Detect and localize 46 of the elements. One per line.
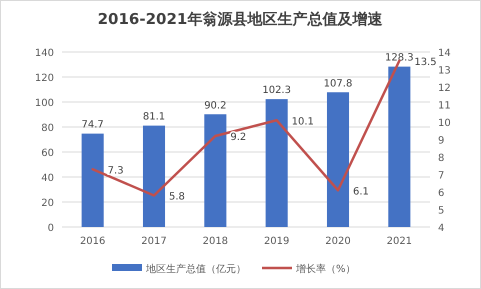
y-tick-label: 60 xyxy=(41,148,54,159)
y-tick-label: 20 xyxy=(41,198,54,209)
data-label: 81.1 xyxy=(142,112,166,123)
data-label: 5.8 xyxy=(169,192,185,202)
data-label: 102.3 xyxy=(262,85,291,96)
bar xyxy=(326,92,350,227)
data-label: 107.8 xyxy=(324,78,352,90)
x-tick-label: 2016 xyxy=(80,236,106,247)
y2-tick-label: 6 xyxy=(438,188,444,199)
y2-tick-label: 11 xyxy=(438,100,451,112)
y-tick-label: 140 xyxy=(34,48,54,59)
y2-tick-label: 10 xyxy=(438,118,451,129)
chart-title: 2016-2021年翁源县地区生产总值及增速 xyxy=(98,10,384,28)
x-tick-label: 2017 xyxy=(141,236,167,247)
data-label: 74.7 xyxy=(82,120,104,131)
y-tick-label: 0 xyxy=(48,223,54,234)
data-label: 10.1 xyxy=(292,116,314,128)
bar xyxy=(142,126,166,227)
legend-label: 增长率（%） xyxy=(295,263,356,275)
x-tick-label: 2020 xyxy=(325,236,351,247)
y2-tick-label: 14 xyxy=(438,48,451,59)
y2-tick-label: 12 xyxy=(438,83,451,94)
data-label: 7.3 xyxy=(108,165,124,176)
y2-tick-label: 8 xyxy=(438,153,444,164)
x-tick-label: 2018 xyxy=(202,236,228,247)
y2-tick-label: 13 xyxy=(438,66,451,76)
bar xyxy=(82,134,104,227)
bar xyxy=(266,99,288,227)
y2-tick-label: 4 xyxy=(438,223,444,234)
x-tick-label: 2021 xyxy=(386,236,412,247)
y-tick-label: 120 xyxy=(34,73,54,84)
y2-tick-label: 9 xyxy=(438,136,444,146)
data-label: 90.2 xyxy=(204,100,226,112)
y-tick-label: 80 xyxy=(41,123,54,134)
y-tick-label: 100 xyxy=(34,98,54,109)
data-label: 6.1 xyxy=(353,186,369,198)
data-label: 9.2 xyxy=(230,132,246,143)
y2-tick-label: 5 xyxy=(438,206,444,216)
data-label: 128.3 xyxy=(385,52,414,64)
legend-label: 地区生产总值（亿元） xyxy=(145,263,246,275)
bar xyxy=(204,114,226,227)
y2-tick-label: 7 xyxy=(438,170,444,182)
data-label: 13.5 xyxy=(414,56,437,68)
bar xyxy=(388,66,410,227)
y-tick-label: 40 xyxy=(41,173,54,184)
x-tick-label: 2019 xyxy=(264,236,290,247)
